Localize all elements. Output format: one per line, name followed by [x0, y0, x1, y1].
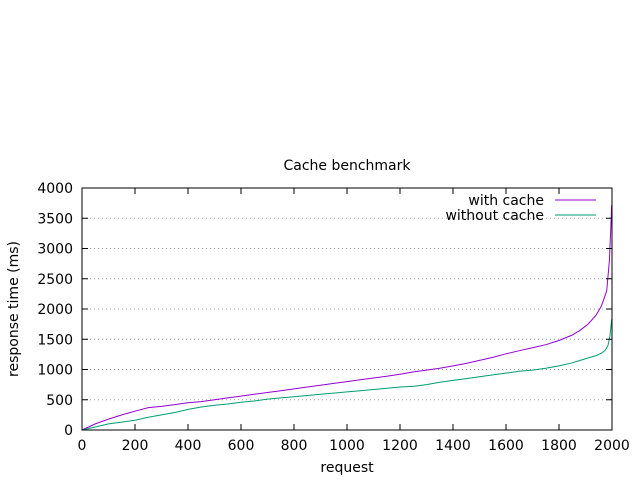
legend-label: with cache — [468, 193, 544, 209]
chart-title: Cache benchmark — [283, 158, 411, 174]
x-tick-label: 0 — [78, 438, 87, 454]
y-tick-label: 2000 — [37, 302, 73, 318]
x-tick-label: 2000 — [594, 438, 630, 454]
y-tick-label: 500 — [46, 393, 73, 409]
y-tick-label: 3000 — [37, 242, 73, 258]
x-axis-label: request — [320, 460, 374, 476]
series-line-without-cache — [81, 319, 613, 431]
y-tick-label: 1500 — [37, 332, 73, 348]
grid — [82, 217, 612, 401]
series-line-with-cache — [81, 204, 613, 431]
y-tick-label: 4000 — [37, 181, 73, 197]
x-tick-label: 400 — [175, 438, 202, 454]
x-tick-label: 200 — [122, 438, 149, 454]
tick-labels: 0 500 1000 1500 2000 2500 3000 3500 4000 0 200 400 6… — [37, 181, 629, 454]
x-tick-label: 1200 — [382, 438, 418, 454]
y-axis-label: response time (ms) — [6, 241, 22, 377]
x-tick-label: 1600 — [488, 438, 524, 454]
y-tick-label: 0 — [64, 423, 73, 439]
x-tick-label: 600 — [228, 438, 255, 454]
y-tick-label: 1000 — [37, 363, 73, 379]
y-tick-label: 3500 — [37, 211, 73, 227]
series-layer — [81, 204, 613, 431]
y-tick-label: 2500 — [37, 272, 73, 288]
x-tick-label: 800 — [281, 438, 308, 454]
x-tick-label: 1000 — [329, 438, 365, 454]
x-tick-label: 1800 — [541, 438, 577, 454]
ticks — [81, 187, 613, 431]
legend-label: without cache — [445, 208, 544, 224]
x-tick-label: 1400 — [435, 438, 471, 454]
